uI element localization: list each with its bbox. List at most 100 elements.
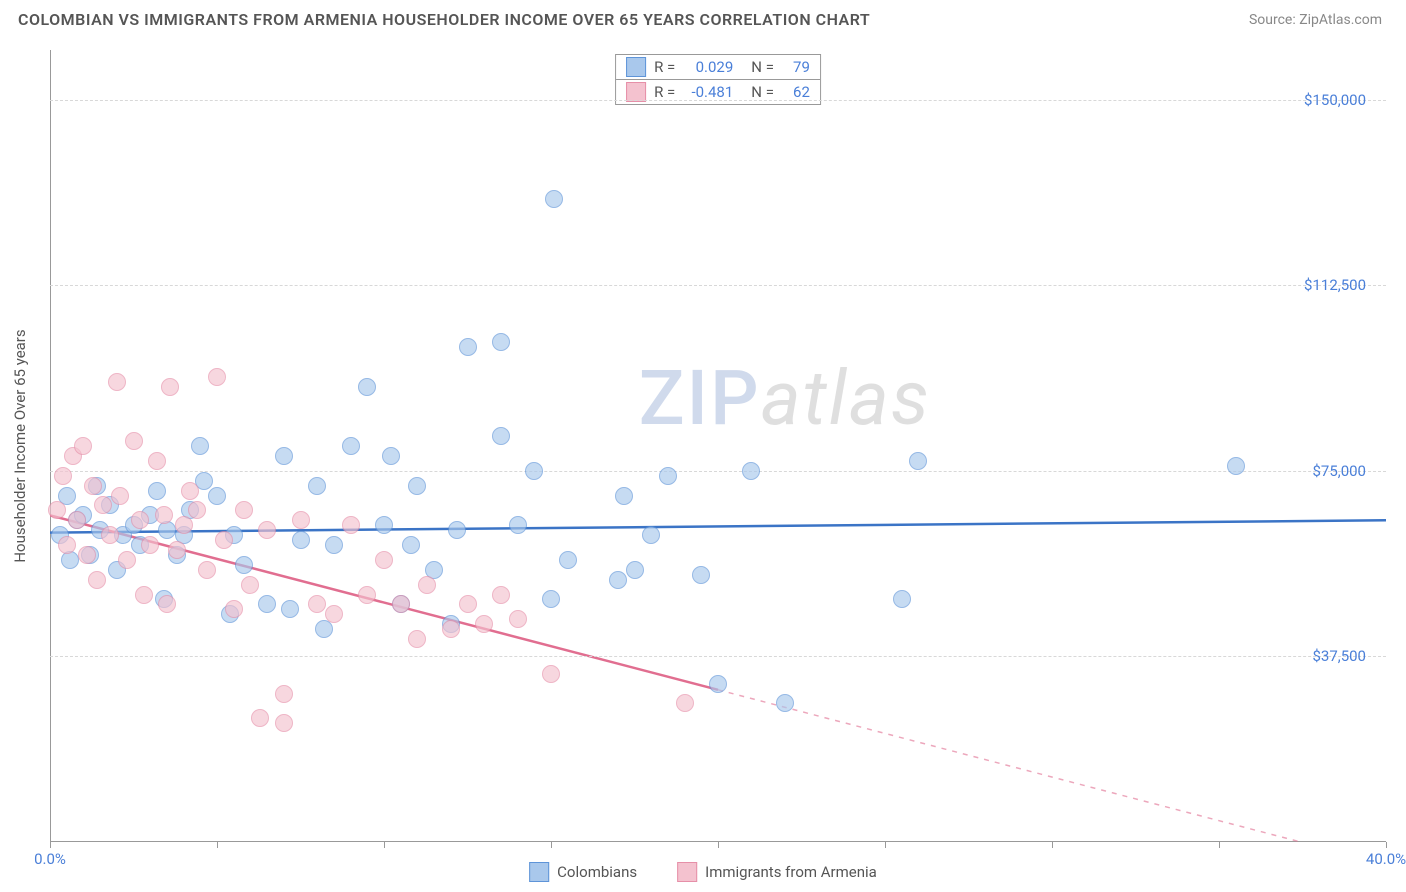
data-point — [509, 516, 527, 534]
data-point — [141, 536, 159, 554]
x-tick — [217, 842, 218, 848]
data-point — [375, 551, 393, 569]
data-point — [742, 462, 760, 480]
legend-label: Colombians — [557, 863, 637, 881]
data-point — [358, 586, 376, 604]
data-point — [1227, 457, 1245, 475]
bottom-legend: Colombians Immigrants from Armenia — [529, 862, 877, 882]
data-point — [175, 516, 193, 534]
legend-item: Immigrants from Armenia — [677, 862, 877, 882]
gridline — [50, 471, 1386, 472]
data-point — [308, 595, 326, 613]
data-point — [281, 600, 299, 618]
legend-swatch — [626, 57, 646, 77]
data-point — [408, 477, 426, 495]
data-point — [258, 521, 276, 539]
y-tick-label: $37,500 — [1312, 647, 1366, 665]
data-point — [545, 190, 563, 208]
x-tick-label: 40.0% — [1366, 850, 1406, 868]
data-point — [509, 610, 527, 628]
data-point — [111, 487, 129, 505]
data-point — [292, 531, 310, 549]
data-point — [208, 368, 226, 386]
stat-n-value: 62 — [782, 83, 810, 101]
data-point — [241, 576, 259, 594]
trend-line-dashed — [718, 690, 1386, 842]
data-point — [626, 561, 644, 579]
data-point — [418, 576, 436, 594]
x-tick-label: 0.0% — [34, 850, 66, 868]
data-point — [492, 427, 510, 445]
y-tick-label: $75,000 — [1312, 462, 1366, 480]
data-point — [131, 511, 149, 529]
stat-legend-row: R =0.029N =79 — [616, 55, 820, 80]
data-point — [375, 516, 393, 534]
data-point — [475, 615, 493, 633]
data-point — [275, 714, 293, 732]
data-point — [659, 467, 677, 485]
data-point — [275, 447, 293, 465]
data-point — [235, 556, 253, 574]
gridline — [50, 285, 1386, 286]
data-point — [909, 452, 927, 470]
data-point — [78, 546, 96, 564]
data-point — [402, 536, 420, 554]
x-tick — [384, 842, 385, 848]
data-point — [542, 590, 560, 608]
data-point — [48, 501, 66, 519]
data-point — [101, 526, 119, 544]
data-point — [84, 477, 102, 495]
stat-n-label: N = — [751, 83, 774, 101]
data-point — [358, 378, 376, 396]
x-tick — [718, 842, 719, 848]
x-tick — [551, 842, 552, 848]
data-point — [692, 566, 710, 584]
data-point — [181, 482, 199, 500]
data-point — [292, 511, 310, 529]
gridline — [50, 100, 1386, 101]
data-point — [525, 462, 543, 480]
legend-label: Immigrants from Armenia — [705, 863, 877, 881]
data-point — [459, 595, 477, 613]
data-point — [94, 496, 112, 514]
data-point — [161, 378, 179, 396]
data-point — [342, 516, 360, 534]
data-point — [609, 571, 627, 589]
data-point — [615, 487, 633, 505]
data-point — [251, 709, 269, 727]
legend-swatch — [677, 862, 697, 882]
data-point — [198, 561, 216, 579]
legend-item: Colombians — [529, 862, 637, 882]
header: COLOMBIAN VS IMMIGRANTS FROM ARMENIA HOU… — [0, 0, 1406, 35]
x-tick — [885, 842, 886, 848]
stat-r-label: R = — [654, 83, 675, 101]
data-point — [275, 685, 293, 703]
x-tick — [1386, 842, 1387, 848]
data-point — [776, 694, 794, 712]
data-point — [442, 620, 460, 638]
data-point — [459, 338, 477, 356]
data-point — [258, 595, 276, 613]
data-point — [88, 571, 106, 589]
data-point — [448, 521, 466, 539]
y-axis-line — [50, 50, 51, 842]
chart-title: COLOMBIAN VS IMMIGRANTS FROM ARMENIA HOU… — [18, 10, 870, 29]
data-point — [58, 536, 76, 554]
stat-legend: R =0.029N =79R =-0.481N =62 — [615, 54, 821, 105]
data-point — [191, 437, 209, 455]
x-tick — [1219, 842, 1220, 848]
data-point — [559, 551, 577, 569]
data-point — [308, 477, 326, 495]
data-point — [54, 467, 72, 485]
data-point — [382, 447, 400, 465]
legend-swatch — [529, 862, 549, 882]
y-tick-label: $150,000 — [1304, 91, 1366, 109]
data-point — [235, 501, 253, 519]
watermark: ZIPatlas — [639, 353, 931, 443]
data-point — [225, 600, 243, 618]
y-tick-label: $112,500 — [1304, 276, 1366, 294]
data-point — [342, 437, 360, 455]
x-tick — [50, 842, 51, 848]
data-point — [208, 487, 226, 505]
data-point — [542, 665, 560, 683]
